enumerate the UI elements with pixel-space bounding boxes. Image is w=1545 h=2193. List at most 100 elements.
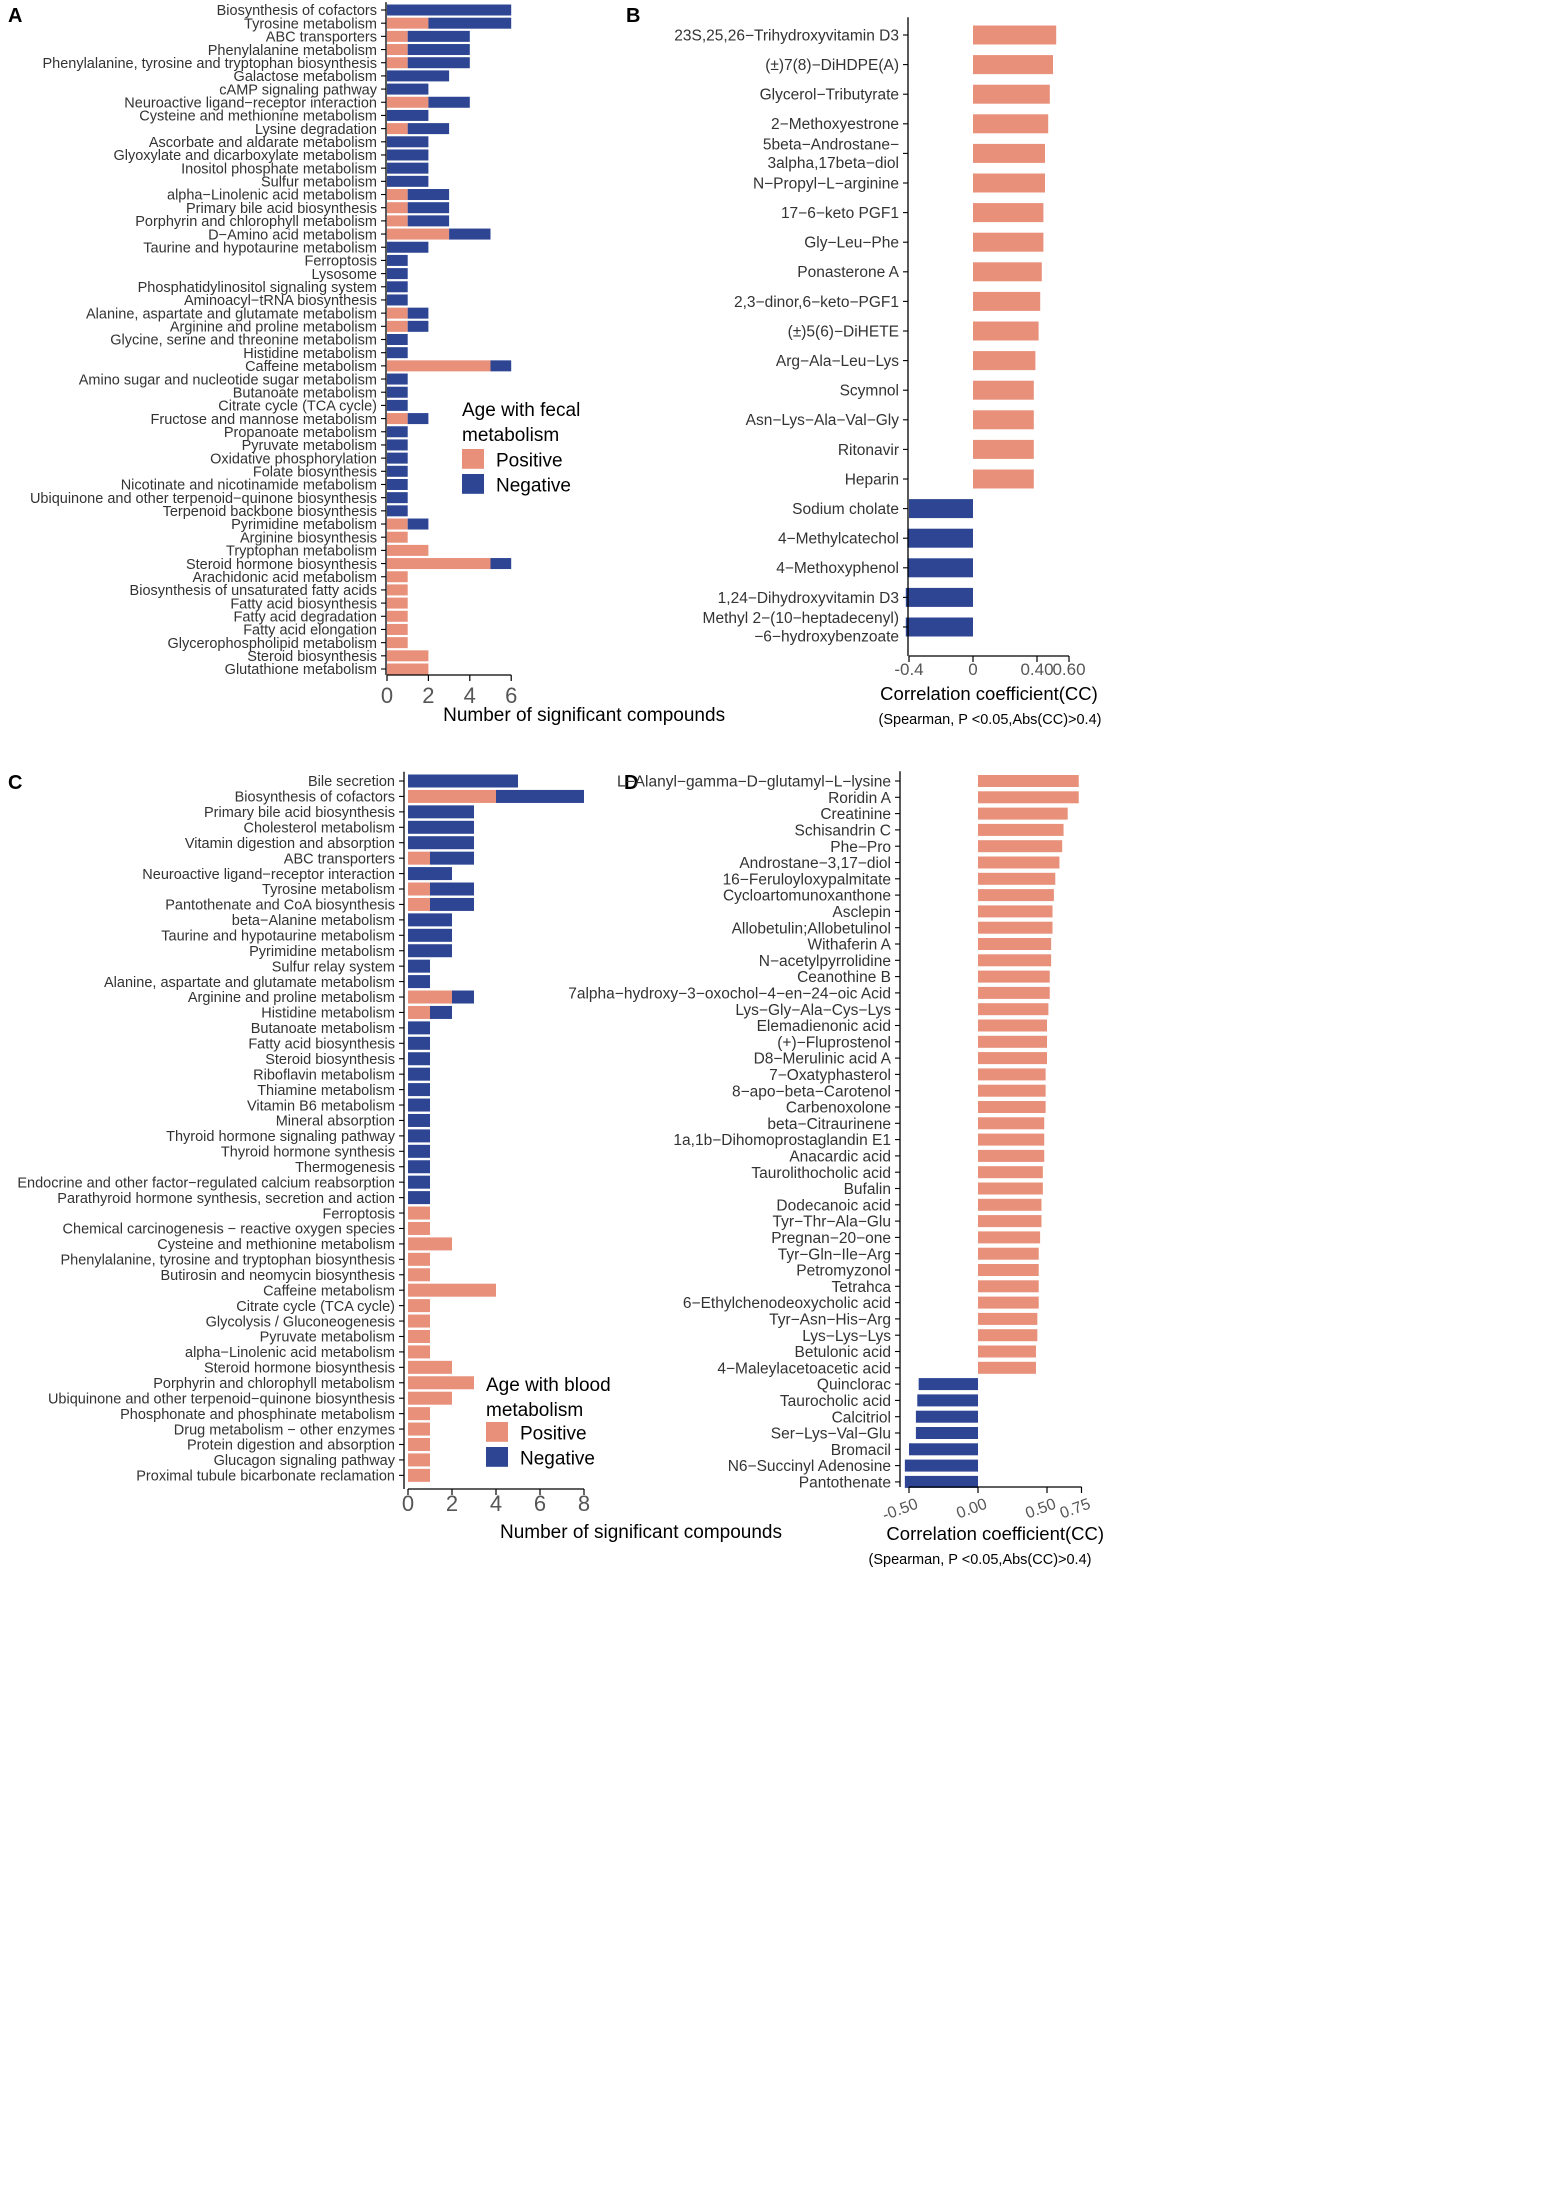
bar-positive	[387, 215, 408, 227]
category-label: Pantothenate and CoA biosynthesis	[165, 898, 395, 914]
category-label: Fatty acid biosynthesis	[248, 1037, 395, 1053]
category-label: Histidine metabolism	[243, 346, 377, 362]
x-axis-title: Correlation coefficient(CC)	[886, 1523, 1104, 1544]
bar-positive	[978, 1296, 1039, 1309]
category-label: Pyrimidine metabolism	[231, 517, 377, 533]
bar-negative	[407, 30, 470, 42]
category-label: 7alpha−hydroxy−3−oxochol−4−en−24−oic Aci…	[568, 985, 891, 1002]
category-label: Pantothenate	[799, 1474, 891, 1491]
category-label: Glycine, serine and threonine metabolism	[110, 333, 377, 349]
bar-positive	[978, 1068, 1046, 1081]
category-label-line: 4−Methylcatechol	[778, 531, 899, 548]
category-label-line: Arg−Ala−Leu−Lys	[776, 353, 899, 370]
bar-negative	[907, 528, 973, 548]
category-label: 4−Methylcatechol	[778, 531, 899, 548]
x-tick-label: 0	[968, 660, 977, 679]
bar-positive	[973, 262, 1042, 282]
bar-negative	[408, 959, 430, 973]
bar-negative	[408, 1144, 430, 1158]
category-label: Citrate cycle (TCA cycle)	[236, 1299, 395, 1315]
category-label: Pyruvate metabolism	[260, 1330, 395, 1346]
category-label: Bufalin	[844, 1181, 891, 1198]
bar-positive	[973, 114, 1049, 134]
bar-negative	[449, 228, 491, 240]
category-label: Primary bile acid biosynthesis	[186, 201, 377, 217]
category-label: Butanoate metabolism	[233, 385, 377, 401]
category-label: Bile secretion	[308, 774, 395, 790]
legend: Age with blood metabolism Positive Negative	[486, 1375, 611, 1470]
category-label: Cysteine and methionine metabolism	[139, 109, 377, 125]
bar-negative	[387, 386, 408, 398]
bars	[408, 774, 584, 1482]
category-label: Protein digestion and absorption	[187, 1438, 395, 1454]
category-label: Scymnol	[840, 383, 899, 400]
category-label: ABC transporters	[284, 851, 395, 867]
category-label: Taurine and hypotaurine metabolism	[161, 929, 395, 945]
bar-negative	[917, 1394, 978, 1407]
category-label-line: Sodium cholate	[792, 501, 899, 518]
category-label: Butanoate metabolism	[251, 1021, 395, 1037]
category-label: Vitamin digestion and absorption	[185, 836, 395, 852]
bar-positive	[387, 360, 491, 372]
bars	[905, 25, 1057, 637]
category-label: Folate biosynthesis	[253, 465, 377, 481]
category-label: Petromyzonol	[796, 1263, 891, 1280]
category-label: Mineral absorption	[276, 1114, 395, 1130]
category-label: cAMP signaling pathway	[219, 82, 377, 98]
bar-positive	[973, 439, 1034, 459]
bar-positive	[978, 1117, 1045, 1130]
category-label: 23S,25,26−Trihydroxyvitamin D3	[674, 27, 899, 44]
category-label: Gly−Leu−Phe	[804, 235, 899, 252]
legend-swatch-positive	[486, 1422, 508, 1442]
bar-positive	[387, 597, 408, 609]
category-label-line: Methyl 2−(10−heptadecenyl)	[703, 610, 899, 627]
category-label: Arginine and proline metabolism	[188, 990, 395, 1006]
category-label: Tyr−Thr−Ala−Glu	[773, 1214, 891, 1231]
bar-positive	[387, 17, 429, 29]
bar-negative	[408, 1052, 430, 1066]
bar-positive	[973, 321, 1039, 341]
x-ticks: 0 2 4 6 8	[402, 1489, 590, 1516]
bar-negative	[408, 1036, 430, 1050]
category-label: Glyoxylate and dicarboxylate metabolism	[113, 148, 377, 164]
bar-negative	[915, 1427, 978, 1439]
category-label-line: Heparin	[845, 471, 899, 488]
category-label: Fatty acid degradation	[234, 610, 377, 626]
category-label: Inositol phosphate metabolism	[181, 161, 377, 177]
bar-positive	[387, 571, 408, 583]
bar-positive	[408, 789, 496, 803]
category-label: 1a,1b−Dihomoprostaglandin E1	[673, 1132, 891, 1149]
category-label-line: Gly−Leu−Phe	[804, 235, 899, 252]
bar-positive	[387, 518, 408, 530]
bar-negative	[905, 587, 973, 607]
legend: Age with fecal metabolism Positive Negative	[462, 400, 580, 497]
panel-letter: D	[624, 772, 638, 794]
category-label: beta−Citraurinene	[767, 1116, 891, 1133]
bar-positive	[387, 584, 408, 596]
bar-positive	[387, 650, 429, 662]
category-label: Fatty acid elongation	[243, 623, 377, 639]
category-label: Proximal tubule bicarbonate reclamation	[136, 1469, 395, 1485]
x-tick-label: -0.4	[894, 660, 923, 679]
bar-positive	[408, 1268, 430, 1282]
bar-positive	[408, 1453, 430, 1467]
bar-negative	[408, 913, 452, 927]
category-label-line: Scymnol	[840, 383, 899, 400]
panel-letter: A	[8, 5, 22, 27]
category-label: Taurolithocholic acid	[751, 1165, 891, 1182]
bar-positive	[978, 1149, 1045, 1162]
x-tick-label: 0.75	[1058, 1496, 1093, 1523]
bar-positive	[408, 1345, 430, 1359]
category-label: Taurocholic acid	[780, 1393, 891, 1410]
bar-positive	[978, 905, 1053, 918]
category-label: Phosphatidylinositol signaling system	[138, 280, 377, 296]
x-tick-label: 8	[578, 1491, 590, 1516]
legend-swatch-negative	[486, 1447, 508, 1467]
bar-positive	[408, 990, 452, 1004]
x-tick-label: 0.00	[954, 1496, 989, 1523]
bar-positive	[387, 413, 408, 425]
stat-footnote: (Spearman, P <0.05,Abs(CC)>0.4)	[869, 1552, 1092, 1568]
bar-negative	[407, 123, 450, 135]
bar-positive	[387, 558, 491, 570]
